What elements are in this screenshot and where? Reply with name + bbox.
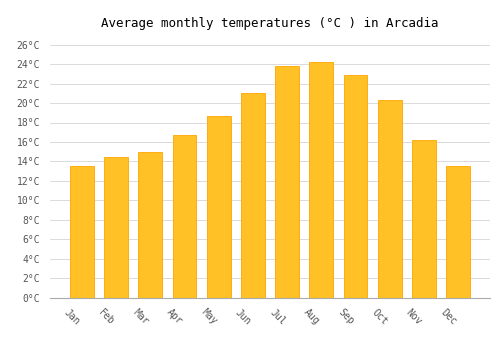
Bar <box>378 100 402 298</box>
Bar <box>70 166 94 298</box>
Bar <box>275 66 299 298</box>
Bar <box>241 93 265 298</box>
Bar <box>207 116 231 298</box>
Bar <box>172 135 197 298</box>
Bar <box>104 156 128 298</box>
Bar <box>310 62 333 298</box>
Title: Average monthly temperatures (°C ) in Arcadia: Average monthly temperatures (°C ) in Ar… <box>101 17 439 30</box>
Bar <box>412 140 436 298</box>
Bar <box>446 166 470 298</box>
Bar <box>344 75 367 298</box>
Bar <box>138 152 162 298</box>
